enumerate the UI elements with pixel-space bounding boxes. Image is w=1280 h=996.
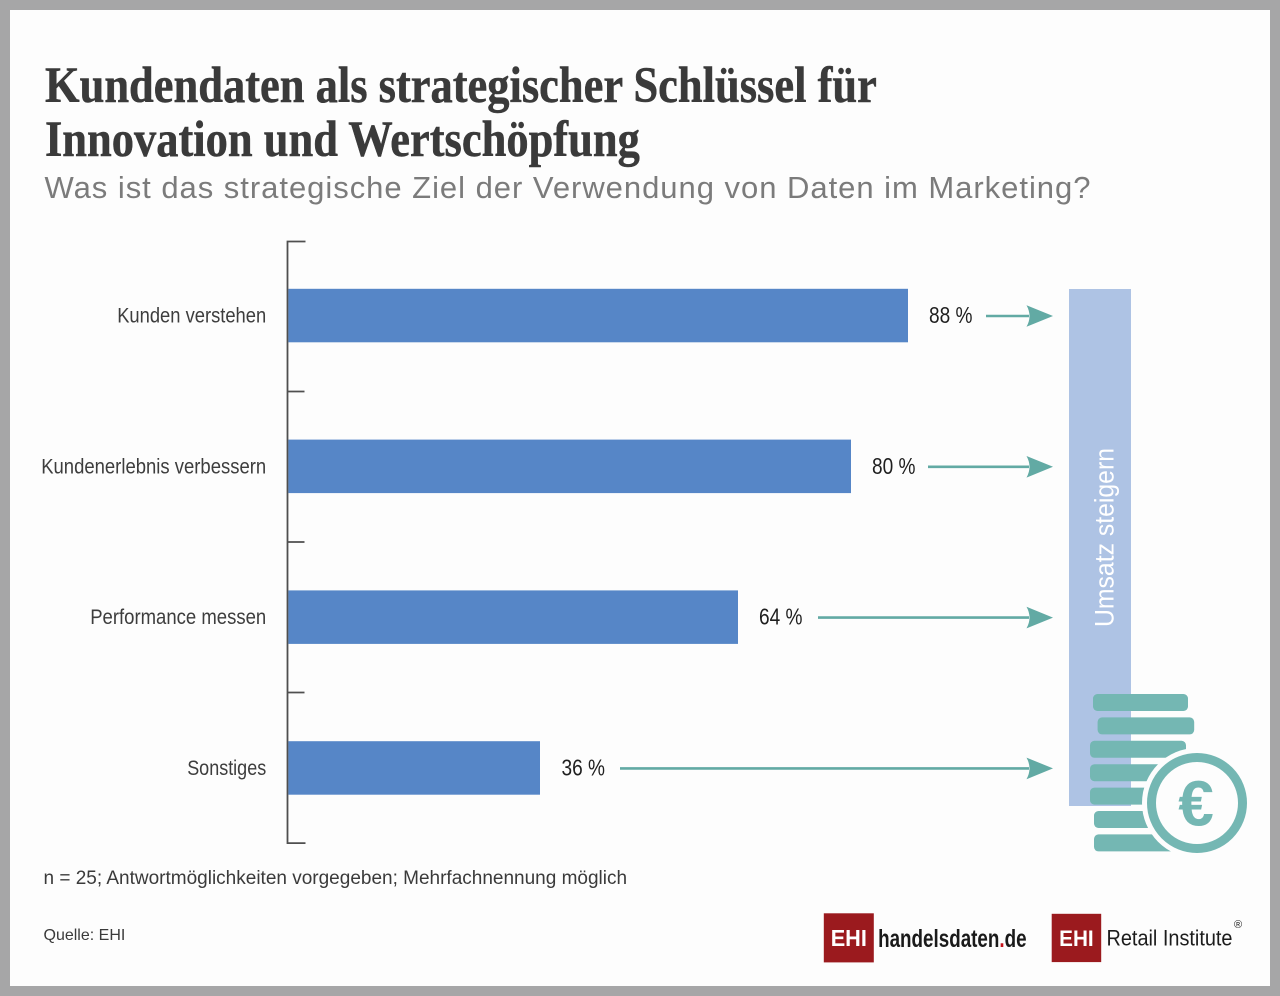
svg-text:36 %: 36 % <box>562 754 606 780</box>
svg-text:Kundenerlebnis verbessern: Kundenerlebnis verbessern <box>41 454 266 478</box>
svg-text:Performance messen: Performance messen <box>90 605 266 629</box>
svg-text:Retail Institute: Retail Institute <box>1107 925 1233 950</box>
svg-text:€: € <box>1178 768 1214 840</box>
svg-text:EHI: EHI <box>831 925 867 951</box>
svg-text:handelsdaten.de: handelsdaten.de <box>878 925 1027 953</box>
svg-text:64 %: 64 % <box>759 604 803 630</box>
svg-text:80 %: 80 % <box>872 453 916 479</box>
svg-text:Sonstiges: Sonstiges <box>187 756 266 780</box>
svg-text:EHI: EHI <box>1059 926 1094 951</box>
svg-text:®: ® <box>1234 919 1242 931</box>
svg-text:Umsatz steigern: Umsatz steigern <box>1090 448 1120 627</box>
svg-text:88 %: 88 % <box>929 302 973 328</box>
svg-text:Kunden verstehen: Kunden verstehen <box>117 304 266 328</box>
